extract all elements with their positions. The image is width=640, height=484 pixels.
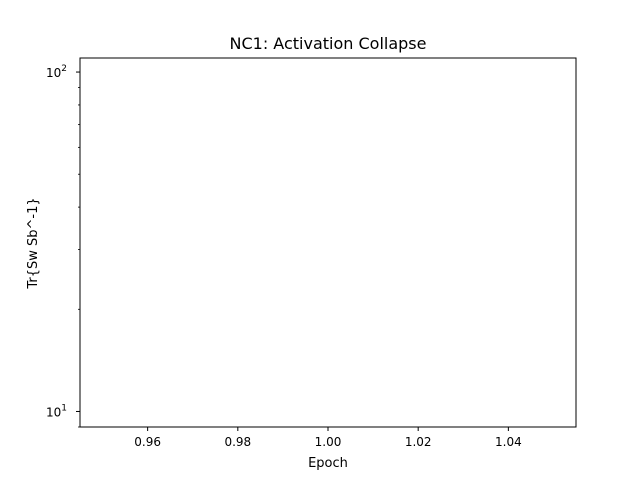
- y-axis-label: Tr{Sw Sb^-1}: [26, 197, 41, 289]
- x-axis-label: Epoch: [308, 456, 348, 471]
- y-minor-ticks: [78, 87, 80, 428]
- y-tick-exponent: 2: [61, 64, 67, 74]
- plot-area: [79, 57, 577, 428]
- y-tick-base: 10: [46, 66, 61, 80]
- x-tick-label: 1.00: [315, 435, 342, 449]
- x-axis-ticks: 0.96 0.98 1.00 1.02 1.04: [134, 427, 522, 449]
- y-tick-exponent: 1: [61, 403, 67, 413]
- x-tick-label: 0.96: [134, 435, 161, 449]
- x-tick-label: 1.04: [495, 435, 522, 449]
- y-tick-label: 102: [46, 64, 67, 80]
- y-tick-label: 101: [46, 403, 67, 419]
- x-tick-label: 0.98: [224, 435, 251, 449]
- y-tick-base: 10: [46, 405, 61, 419]
- x-tick-label: 1.02: [405, 435, 432, 449]
- chart-title: NC1: Activation Collapse: [230, 34, 427, 53]
